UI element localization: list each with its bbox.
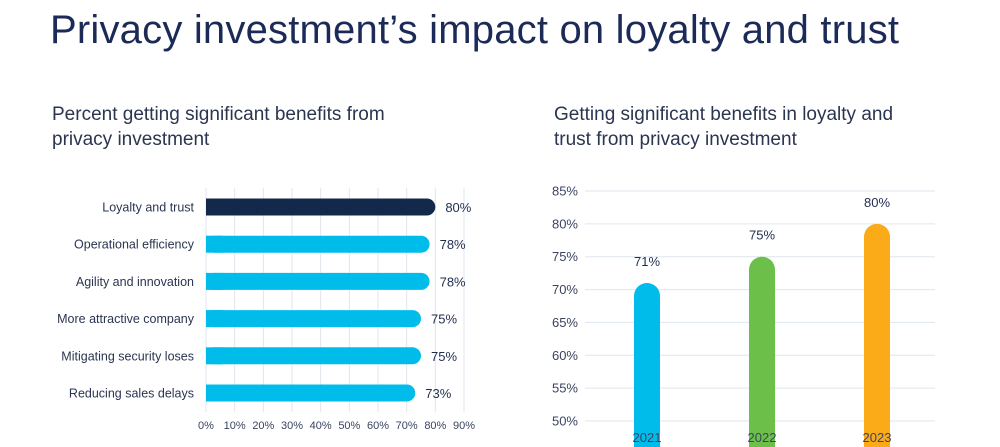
bar xyxy=(206,347,421,365)
category-label: More attractive company xyxy=(57,312,195,326)
value-label: 80% xyxy=(445,200,471,215)
x-tick-label: 2022 xyxy=(748,430,777,445)
bar xyxy=(206,384,416,402)
value-label: 75% xyxy=(431,349,457,364)
category-label: Reducing sales delays xyxy=(69,387,194,401)
value-label: 71% xyxy=(634,254,660,269)
category-label: Operational efficiency xyxy=(74,238,195,252)
category-label: Mitigating security loses xyxy=(61,349,194,363)
bar-base xyxy=(206,272,223,290)
x-tick-label: 40% xyxy=(310,420,332,432)
x-tick-label: 50% xyxy=(338,420,360,432)
y-tick-label: 50% xyxy=(552,414,578,429)
x-tick-label: 70% xyxy=(396,420,418,432)
y-tick-label: 65% xyxy=(552,315,578,330)
y-tick-label: 55% xyxy=(552,381,578,396)
y-tick-label: 85% xyxy=(552,184,578,199)
y-tick-label: 60% xyxy=(552,348,578,363)
value-label: 75% xyxy=(749,228,775,243)
x-tick-label: 80% xyxy=(424,420,446,432)
bar-base xyxy=(206,384,223,402)
left-chart-subtitle: Percent getting significant benefits fro… xyxy=(52,102,385,152)
bar xyxy=(206,198,436,216)
value-label: 80% xyxy=(864,195,890,210)
right-subtitle-line-2: trust from privacy investment xyxy=(554,129,797,150)
x-tick-label: 30% xyxy=(281,420,303,432)
bar-base xyxy=(206,347,223,365)
x-tick-label: 10% xyxy=(224,420,246,432)
bar xyxy=(634,283,660,447)
category-label: Agility and innovation xyxy=(76,275,194,289)
bar xyxy=(749,256,775,447)
y-tick-label: 75% xyxy=(552,249,578,264)
bar xyxy=(864,223,890,447)
x-tick-label: 20% xyxy=(252,420,274,432)
value-label: 75% xyxy=(431,312,457,327)
x-tick-label: 0% xyxy=(198,420,214,432)
left-subtitle-line-2: privacy investment xyxy=(52,129,210,150)
x-tick-label: 60% xyxy=(367,420,389,432)
right-chart-subtitle: Getting significant benefits in loyalty … xyxy=(554,102,893,152)
x-tick-label: 2021 xyxy=(633,430,662,445)
bar-base xyxy=(206,310,223,328)
value-label: 78% xyxy=(440,274,466,289)
bar-base xyxy=(206,235,223,253)
y-tick-label: 70% xyxy=(552,282,578,297)
right-subtitle-line-1: Getting significant benefits in loyalty … xyxy=(554,104,894,125)
y-tick-label: 80% xyxy=(552,216,578,231)
bar xyxy=(206,310,421,328)
page-title: Privacy investment’s impact on loyalty a… xyxy=(50,8,900,52)
value-label: 73% xyxy=(425,386,451,401)
category-label: Loyalty and trust xyxy=(102,201,194,215)
x-tick-label: 90% xyxy=(453,420,475,432)
bar xyxy=(206,272,430,290)
x-tick-label: 2023 xyxy=(863,430,892,445)
bar xyxy=(206,235,430,253)
bar-base xyxy=(206,198,223,216)
value-label: 78% xyxy=(440,237,466,252)
left-subtitle-line-1: Percent getting significant benefits fro… xyxy=(52,104,385,125)
